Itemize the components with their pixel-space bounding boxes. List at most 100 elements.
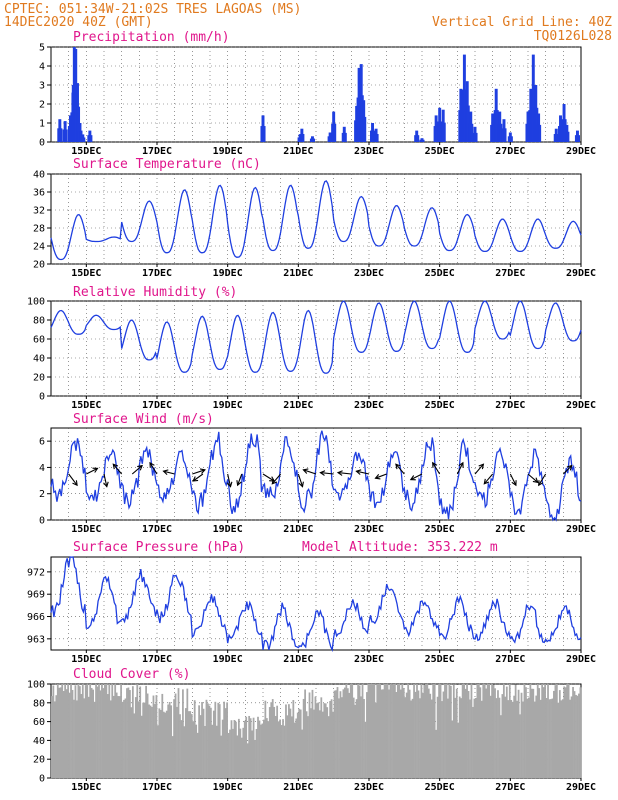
cloud-bar — [420, 684, 423, 778]
cloud-bar — [192, 721, 195, 778]
precip-bar — [416, 135, 420, 142]
precip-bar — [470, 123, 474, 142]
cloud-bar — [429, 693, 432, 778]
precipitation-xtick-label: 21DEC — [283, 146, 313, 157]
wind-vector-arrow — [297, 473, 304, 487]
cloud-bar — [523, 684, 526, 778]
cloud-bar — [168, 701, 171, 778]
cloud-bar — [286, 715, 289, 778]
wind-vector-head — [538, 480, 544, 487]
wind-vector-head — [302, 468, 309, 474]
precip-bar — [563, 119, 567, 142]
cloud-bar — [371, 684, 374, 778]
cloud-bar — [293, 722, 296, 778]
cloud-bar — [486, 684, 489, 778]
temperature-ytick-label: 20 — [33, 260, 45, 271]
cloud-bar — [71, 689, 74, 778]
cloud-bar — [351, 684, 354, 778]
cloud-bar — [578, 693, 580, 778]
cloud-bar — [329, 700, 332, 778]
cloud-bar — [402, 687, 405, 778]
cloud-bar — [171, 736, 174, 778]
cloud-bar — [182, 689, 184, 778]
wind-vector-arrow — [395, 463, 405, 475]
wind-xtick-label: 23DEC — [354, 524, 384, 535]
cloud-bar — [495, 698, 498, 778]
wind-vector-head — [103, 481, 109, 488]
wind-vector-head — [236, 480, 242, 487]
cloud-bar — [508, 684, 511, 778]
cloud-bar — [223, 701, 226, 778]
cloud-bar — [404, 697, 407, 778]
cloud-bar — [99, 690, 102, 778]
cloud-bar — [226, 702, 228, 778]
cloud-bar — [310, 708, 312, 778]
precip-bar — [79, 130, 83, 142]
cloud-bar — [335, 690, 337, 778]
cloud-bar — [139, 686, 142, 778]
wind-vector-arrow — [303, 469, 317, 475]
pressure-title: Surface Pressure (hPa) — [73, 540, 245, 555]
wind-vector-head — [319, 470, 326, 476]
cloud-bar — [246, 743, 249, 778]
cloud-bar — [92, 689, 94, 778]
cloud-bar — [314, 696, 317, 778]
wind-vector-head — [478, 463, 485, 470]
cloud-bar — [295, 718, 298, 778]
cloud-bar — [220, 735, 223, 778]
humidity-ytick-label: 0 — [39, 392, 45, 403]
cloud-bar — [414, 691, 417, 778]
cloud-bar — [242, 727, 245, 778]
cloud-bar — [51, 696, 53, 778]
cloud-bar — [137, 701, 140, 778]
cloud-bar — [398, 684, 401, 778]
cloud-bar — [497, 690, 499, 778]
cloud-bar — [352, 697, 355, 778]
wind-vector-arrow — [131, 465, 143, 475]
wind-xtick-label: 19DEC — [213, 524, 243, 535]
wind-vector-arrow — [375, 473, 387, 479]
precipitation-ytick-label: 5 — [39, 43, 45, 54]
cloud-bar — [296, 712, 299, 778]
wind-vector-arrow — [262, 473, 275, 482]
cloud-bar — [547, 684, 549, 778]
wind-vector-head — [72, 480, 78, 487]
wind-vector-arrow — [103, 473, 108, 487]
cloud-bar — [196, 732, 199, 778]
cloud-bar — [64, 684, 67, 778]
cloud-bar — [576, 695, 579, 778]
cloud-bar — [361, 684, 364, 778]
cloud-bar — [90, 687, 93, 778]
cloud-bar — [112, 695, 115, 778]
humidity-xtick-label: 27DEC — [495, 400, 525, 411]
cloud-xtick-label: 27DEC — [495, 782, 525, 793]
cloud-bar — [333, 690, 336, 778]
precip-bar — [343, 132, 347, 142]
cloud-bar — [410, 700, 412, 778]
cloud-bar — [530, 688, 533, 778]
cloud-bar — [436, 696, 439, 778]
wind-xtick-label: 29DEC — [566, 524, 596, 535]
cloud-bar — [380, 689, 383, 778]
pressure-frame — [50, 556, 582, 651]
cloud-bar — [115, 692, 118, 778]
cloud-bar — [152, 695, 155, 778]
precip-bar — [82, 137, 86, 142]
cloud-bar — [280, 725, 283, 778]
cloud-title: Cloud Cover (%) — [73, 667, 190, 682]
cloud-bar — [417, 690, 420, 778]
cloud-bar — [89, 684, 92, 778]
cloud-bar — [432, 684, 435, 778]
temperature-xtick-label: 25DEC — [425, 268, 455, 279]
cloud-bar — [283, 725, 286, 778]
cloud-bar — [186, 688, 189, 778]
pressure-xtick-label: 27DEC — [495, 654, 525, 665]
cloud-bar — [469, 699, 471, 778]
wind-vector-arrow — [237, 473, 243, 486]
precip-bar — [566, 131, 570, 142]
cloud-bar — [367, 684, 370, 778]
cloud-bar — [422, 692, 424, 778]
cloud-bar — [164, 712, 167, 778]
cloud-bar — [466, 684, 468, 778]
